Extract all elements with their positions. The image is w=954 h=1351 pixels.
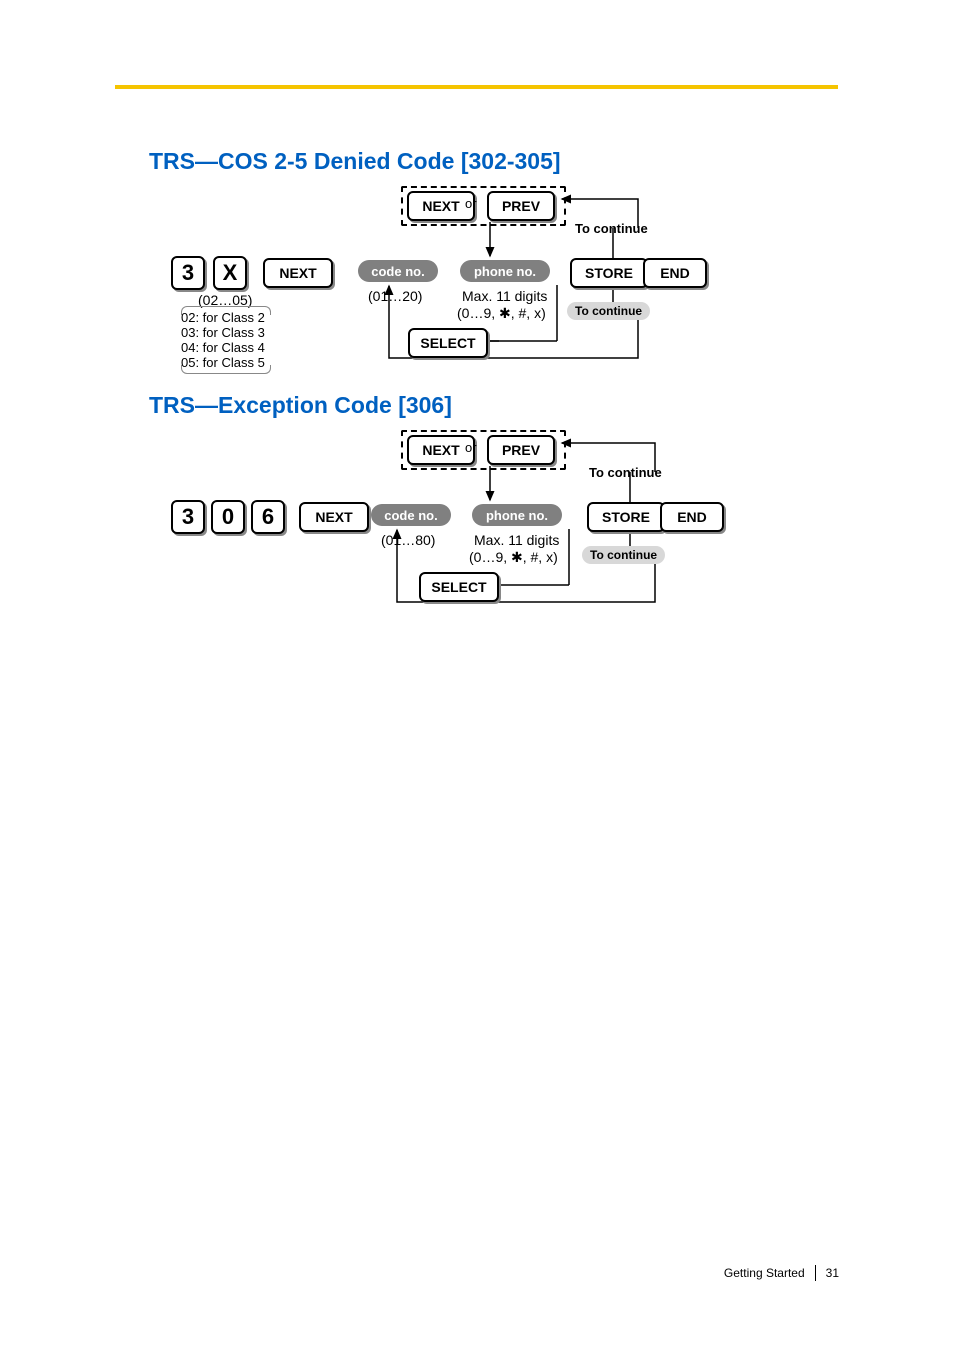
or-label: or (465, 196, 477, 211)
diagram-306: NEXT or PREV To continue 3 0 6 NEXT code… (149, 424, 909, 629)
next-main-button[interactable]: NEXT (299, 502, 369, 532)
bracket-line: 05: for Class 5 (181, 355, 271, 370)
footer-page: 31 (826, 1266, 839, 1280)
key-0[interactable]: 0 (211, 500, 245, 534)
prev-button[interactable]: PREV (487, 435, 555, 465)
phone-max: Max. 11 digits (462, 288, 547, 304)
bracket-line: 04: for Class 4 (181, 340, 271, 355)
store-button[interactable]: STORE (570, 258, 648, 288)
phone-chars: (0…9, ✱, #, x) (469, 549, 558, 566)
phone-chars: (0…9, ✱, #, x) (457, 305, 546, 322)
key-x[interactable]: X (213, 256, 247, 290)
code-range: (01…80) (381, 532, 435, 548)
footer-section: Getting Started (724, 1266, 805, 1280)
phone-max: Max. 11 digits (474, 532, 559, 548)
phone-no-pill: phone no. (472, 504, 562, 526)
to-continue-lower: To continue (567, 302, 650, 320)
code-range: (01…20) (368, 288, 422, 304)
to-continue-upper: To continue (589, 465, 662, 480)
prev-button[interactable]: PREV (487, 191, 555, 221)
or-label: or (465, 440, 477, 455)
to-continue-upper: To continue (575, 221, 648, 236)
key-6[interactable]: 6 (251, 500, 285, 534)
select-button[interactable]: SELECT (419, 572, 499, 602)
footer-separator (815, 1265, 816, 1281)
bracket-line: 03: for Class 3 (181, 325, 271, 340)
heading-302-305: TRS—COS 2-5 Denied Code [302-305] (149, 148, 561, 175)
header-rule (115, 85, 838, 89)
heading-306: TRS—Exception Code [306] (149, 392, 452, 419)
store-button[interactable]: STORE (587, 502, 665, 532)
code-no-pill: code no. (371, 504, 451, 526)
code-no-pill: code no. (358, 260, 438, 282)
next-main-button[interactable]: NEXT (263, 258, 333, 288)
page-footer: Getting Started 31 (724, 1265, 839, 1281)
select-button[interactable]: SELECT (408, 328, 488, 358)
key-3[interactable]: 3 (171, 500, 205, 534)
to-continue-lower: To continue (582, 546, 665, 564)
diagram-302-305: NEXT or PREV To continue 3 X NEXT code n… (149, 180, 909, 385)
class-bracket: 02: for Class 2 03: for Class 3 04: for … (181, 310, 271, 370)
end-button[interactable]: END (643, 258, 707, 288)
end-button[interactable]: END (660, 502, 724, 532)
bracket-line: 02: for Class 2 (181, 310, 271, 325)
key-3[interactable]: 3 (171, 256, 205, 290)
phone-no-pill: phone no. (460, 260, 550, 282)
